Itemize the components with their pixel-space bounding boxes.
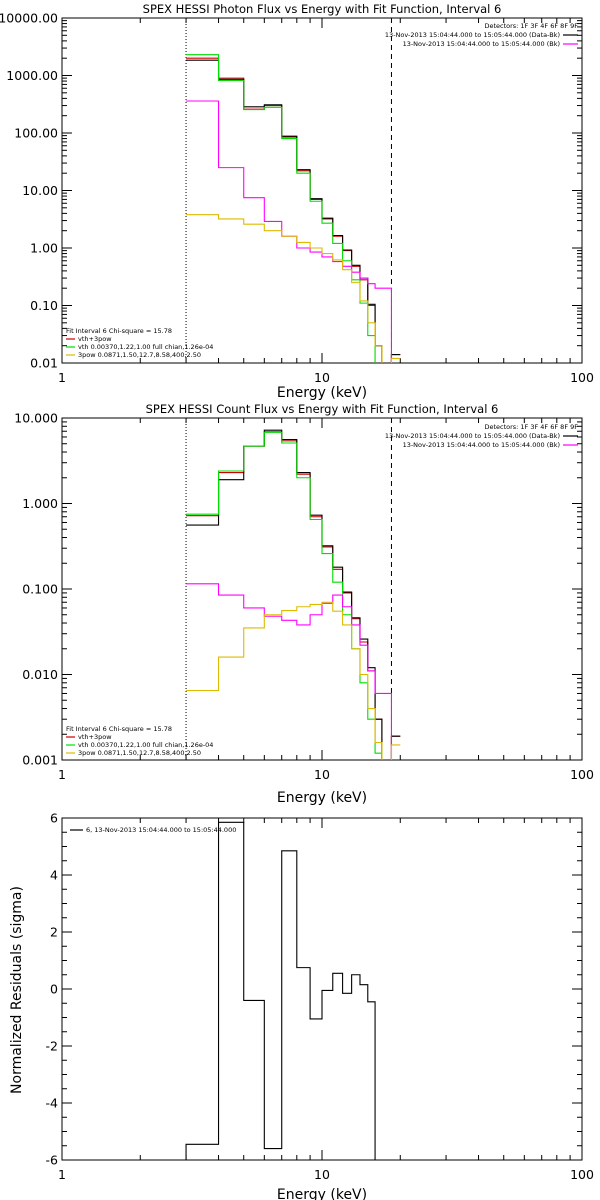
y-tick-label: 0 — [50, 982, 58, 997]
y-axis: 0.001 0.010 0.100 1.000 10.000 — [14, 411, 582, 768]
x-axis: 1 10 100 — [58, 18, 594, 385]
x-tick-label: 100 — [570, 767, 594, 782]
count-flux-title: SPEX HESSI Count Flux vs Energy with Fit… — [146, 402, 499, 416]
photon-flux-title: SPEX HESSI Photon Flux vs Energy with Fi… — [143, 2, 502, 16]
count-flux-xlabel: Energy (keV) — [277, 790, 367, 806]
y-tick-label: -2 — [46, 1039, 58, 1054]
y-axis: -6 -4 -2 0 2 4 6 — [46, 811, 582, 1168]
fit-legend-entry-0: Fit Interval 6 Chi-square = 15.78 — [66, 725, 172, 733]
y-tick-label: -4 — [46, 1096, 59, 1111]
fit-legend-entry-3: 3pow 0.0871,1.50,12.7,8.58,400,2.50 — [78, 749, 201, 757]
x-tick-label: 100 — [570, 370, 594, 385]
legend-entry-2: 13-Nov-2013 15:04:44.000 to 15:05:44.000… — [403, 40, 560, 48]
x-tick-label: 1 — [58, 767, 66, 782]
x-tick-label: 1 — [58, 370, 66, 385]
y-axis: 0.01 0.10 1.00 10.00 100.00 1000.00 10000.00 — [0, 11, 582, 371]
legend-entry-0: Detectors: 1F 3F 4F 6F 8F 9F — [484, 22, 578, 30]
legend-entry-2: 13-Nov-2013 15:04:44.000 to 15:05:44.000… — [403, 441, 560, 449]
y-tick-label: 0.001 — [22, 753, 58, 768]
legend-entry-0: Detectors: 1F 3F 4F 6F 8F 9F — [484, 423, 578, 431]
fit-legend-entry-2: vth 0.00370,1.22,1.00 full chian,1.26e-0… — [78, 343, 213, 351]
y-tick-label: 0.010 — [22, 667, 58, 682]
series-4-line — [186, 214, 401, 363]
fit-legend-entry-3: 3pow 0.0871,1.50,12.7,8.58,400,2.50 — [78, 351, 201, 359]
x-axis: 1 10 100 — [58, 418, 594, 782]
y-tick-label: 0.01 — [30, 356, 58, 371]
residual-legend-entry: 6, 13-Nov-2013 15:04:44.000 to 15:05:44.… — [86, 826, 236, 834]
residuals-marks: 1 10 100 -6 -4 -2 0 2 4 6 6, 13-Nov-2013 15:04:44.… — [46, 811, 594, 1183]
photon-flux-xlabel: Energy (keV) — [277, 385, 367, 401]
y-tick-label: 1000.00 — [6, 68, 58, 83]
series-0-line — [185, 821, 382, 1160]
y-tick-label: 0.100 — [22, 582, 58, 597]
residuals-panel: Energy (keV) Normalized Residuals (sigma… — [9, 811, 594, 1200]
y-tick-label: 1.00 — [30, 241, 58, 256]
y-tick-label: 10000.00 — [0, 11, 58, 26]
series-4-line — [186, 601, 401, 760]
fit-legend-entry-1: vth+3pow — [78, 733, 112, 741]
y-tick-label: 10.000 — [14, 411, 58, 426]
count-flux-marks: 1 10 100 0.001 0.010 0.100 1.000 10.000 Detector… — [14, 411, 594, 783]
legend-entry-1: 13-Nov-2013 15:04:44.000 to 15:05:44.000… — [385, 31, 560, 39]
x-tick-label: 10 — [314, 1167, 330, 1182]
x-tick-label: 10 — [314, 767, 330, 782]
fit-legend-entry-2: vth 0.00370,1.22,1.00 full chian,1.26e-0… — [78, 741, 213, 749]
x-tick-label: 1 — [58, 1167, 66, 1182]
y-tick-label: -6 — [46, 1153, 59, 1168]
series-2-line — [186, 54, 376, 363]
y-tick-label: 10.00 — [22, 183, 58, 198]
x-tick-label: 100 — [570, 1167, 594, 1182]
x-tick-label: 10 — [314, 370, 330, 385]
fit-legend-entry-0: Fit Interval 6 Chi-square = 15.78 — [66, 327, 172, 335]
y-tick-label: 1.000 — [22, 496, 58, 511]
y-tick-label: 6 — [50, 811, 58, 826]
count-flux-panel: SPEX HESSI Count Flux vs Energy with Fit… — [14, 402, 594, 806]
y-tick-label: 100.00 — [14, 126, 58, 141]
y-tick-label: 4 — [50, 868, 58, 883]
fit-legend-entry-1: vth+3pow — [78, 335, 112, 343]
y-tick-label: 0.10 — [30, 298, 58, 313]
residuals-xlabel: Energy (keV) — [277, 1187, 367, 1200]
x-axis: 1 10 100 — [58, 818, 594, 1182]
residuals-ylabel: Normalized Residuals (sigma) — [9, 886, 25, 1094]
y-tick-label: 2 — [50, 925, 58, 940]
legend-entry-1: 13-Nov-2013 15:04:44.000 to 15:05:44.000… — [385, 432, 560, 440]
photon-flux-marks: 1 10 100 0.01 0.10 1.00 10.00 100.00 1000.00 1000… — [0, 11, 594, 386]
photon-flux-panel: SPEX HESSI Photon Flux vs Energy with Fi… — [0, 2, 594, 401]
